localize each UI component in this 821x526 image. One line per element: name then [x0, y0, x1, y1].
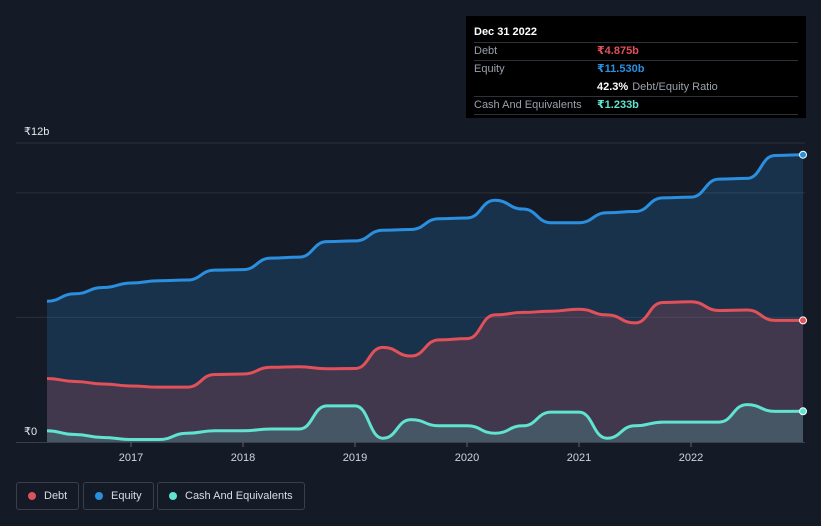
debt-line [46, 300, 803, 389]
cash-dot-icon [169, 492, 177, 500]
y-axis-bottom-label: ₹0 [24, 426, 37, 438]
y-axis-top-label: ₹12b [24, 126, 49, 138]
chart-tooltip: Dec 31 2022 Debt ₹4.875b Equity ₹11.530b… [466, 16, 806, 118]
x-tick-label: 2019 [343, 452, 367, 464]
tooltip-date: Dec 31 2022 [474, 26, 537, 38]
x-axis-ticks: 2017 2018 2019 2020 2021 2022 [119, 442, 703, 464]
x-tick-label: 2017 [119, 452, 143, 464]
gridlines [16, 142, 805, 443]
x-tick-label: 2021 [567, 452, 591, 464]
cash-line [46, 403, 804, 442]
tooltip-cash-row: Cash And Equivalents ₹1.233b [474, 96, 798, 115]
x-tick-label: 2018 [231, 452, 255, 464]
legend-cash-label: Cash And Equivalents [185, 490, 293, 502]
legend-equity-button[interactable]: Equity [83, 482, 154, 510]
tooltip-debt-value: ₹4.875b [597, 45, 639, 57]
tooltip-ratio-label: Debt/Equity Ratio [632, 81, 718, 93]
x-tick-label: 2022 [679, 452, 703, 464]
debt-area [47, 301, 803, 442]
x-tick-label: 2020 [455, 452, 479, 464]
tooltip-ratio-value: 42.3% [597, 81, 629, 93]
equity-area [47, 154, 803, 443]
legend-cash-button[interactable]: Cash And Equivalents [157, 482, 305, 510]
series-lines [46, 153, 804, 442]
series-endpoints [799, 150, 807, 416]
equity-endpoint [799, 150, 807, 159]
tooltip-ratio-row: 42.3% Debt/Equity Ratio [474, 78, 798, 96]
tooltip-equity-row: Equity ₹11.530b [474, 60, 798, 78]
equity-line [46, 153, 804, 303]
equity-dot-icon [95, 492, 103, 500]
cash-endpoint [799, 407, 807, 416]
legend-debt-button[interactable]: Debt [16, 482, 80, 510]
tooltip-cash-label: Cash And Equivalents [474, 99, 582, 111]
tooltip-equity-label: Equity [474, 63, 505, 75]
legend-debt-label: Debt [44, 490, 68, 502]
tooltip-cash-value: ₹1.233b [597, 99, 639, 111]
tooltip-equity-value: ₹11.530b [597, 63, 645, 75]
debt-dot-icon [28, 492, 36, 500]
debt-endpoint [799, 316, 807, 325]
tooltip-debt-row: Debt ₹4.875b [474, 42, 798, 60]
legend-equity-label: Equity [111, 490, 142, 502]
tooltip-debt-label: Debt [474, 45, 498, 57]
